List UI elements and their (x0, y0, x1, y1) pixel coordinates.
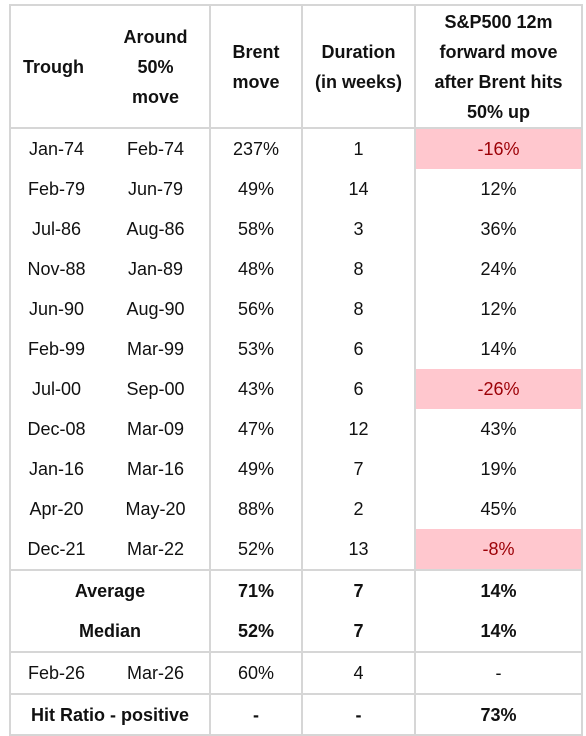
table-row: Dec-21 Mar-22 52% 13 -8% (9, 529, 583, 571)
header-trough: Trough (9, 4, 102, 129)
cell-brent: 237% (210, 128, 303, 169)
cell-sp500: -26% (415, 369, 583, 409)
table-row: Jan-16 Mar-16 49% 7 19% (9, 449, 583, 489)
table-row: Jul-86 Aug-86 58% 3 36% (9, 209, 583, 249)
cell-duration: 14 (302, 169, 416, 209)
table-row: Jul-00 Sep-00 43% 6 -26% (9, 369, 583, 409)
cell-trough: Jul-00 (9, 369, 102, 409)
cell-duration: 4 (302, 652, 416, 695)
table-body-hit-ratio: Hit Ratio - positive - - 73% (9, 694, 583, 736)
table-body-episodes: Jan-74 Feb-74 237% 1 -16% Feb-79 Jun-79 49% 14 12… (9, 128, 583, 571)
summary-brent: 71% (210, 570, 303, 611)
table-row-hit-ratio: Hit Ratio - positive - - 73% (9, 694, 583, 736)
cell-around: Jun-79 (102, 169, 211, 209)
cell-duration: 1 (302, 128, 416, 169)
cell-around: May-20 (102, 489, 211, 529)
table-row: Dec-08 Mar-09 47% 12 43% (9, 409, 583, 449)
cell-duration: 2 (302, 489, 416, 529)
cell-around: Sep-00 (102, 369, 211, 409)
cell-brent: 56% (210, 289, 303, 329)
cell-around: Mar-99 (102, 329, 211, 369)
summary-duration: 7 (302, 570, 416, 611)
cell-brent: 47% (210, 409, 303, 449)
table-row: Jun-90 Aug-90 56% 8 12% (9, 289, 583, 329)
cell-around: Jan-89 (102, 249, 211, 289)
cell-sp500: 12% (415, 169, 583, 209)
hit-ratio-brent: - (210, 694, 303, 736)
cell-duration: 6 (302, 369, 416, 409)
hit-ratio-sp500: 73% (415, 694, 583, 736)
table-row: Feb-79 Jun-79 49% 14 12% (9, 169, 583, 209)
summary-label: Average (9, 570, 211, 611)
header-brent-move: Brent move (210, 4, 303, 129)
cell-duration: 6 (302, 329, 416, 369)
table-row-summary: Average 71% 7 14% (9, 570, 583, 611)
cell-sp500: 19% (415, 449, 583, 489)
summary-sp500: 14% (415, 611, 583, 653)
cell-sp500: 43% (415, 409, 583, 449)
cell-around: Mar-09 (102, 409, 211, 449)
cell-trough: Nov-88 (9, 249, 102, 289)
cell-brent: 53% (210, 329, 303, 369)
cell-around: Mar-26 (102, 652, 211, 695)
table-header: Trough Around 50% move Brent move Durati… (9, 4, 583, 129)
summary-duration: 7 (302, 611, 416, 653)
table-row-summary: Median 52% 7 14% (9, 611, 583, 653)
cell-duration: 12 (302, 409, 416, 449)
cell-duration: 8 (302, 289, 416, 329)
cell-brent: 49% (210, 169, 303, 209)
cell-around: Aug-90 (102, 289, 211, 329)
cell-sp500: 14% (415, 329, 583, 369)
cell-brent: 60% (210, 652, 303, 695)
cell-trough: Feb-26 (9, 652, 102, 695)
table-body-summary: Average 71% 7 14% Median 52% 7 14% (9, 570, 583, 653)
cell-trough: Feb-99 (9, 329, 102, 369)
cell-brent: 48% (210, 249, 303, 289)
cell-trough: Feb-79 (9, 169, 102, 209)
table-body-current: Feb-26 Mar-26 60% 4 - (9, 652, 583, 695)
cell-sp500: -8% (415, 529, 583, 571)
cell-duration: 3 (302, 209, 416, 249)
cell-duration: 7 (302, 449, 416, 489)
cell-sp500: 45% (415, 489, 583, 529)
cell-trough: Dec-21 (9, 529, 102, 571)
cell-duration: 8 (302, 249, 416, 289)
cell-around: Feb-74 (102, 128, 211, 169)
header-sp500-forward-move: S&P500 12m forward move after Brent hits… (415, 4, 583, 129)
cell-sp500: 12% (415, 289, 583, 329)
table-row: Nov-88 Jan-89 48% 8 24% (9, 249, 583, 289)
table-row: Apr-20 May-20 88% 2 45% (9, 489, 583, 529)
summary-label: Median (9, 611, 211, 653)
table-row: Feb-99 Mar-99 53% 6 14% (9, 329, 583, 369)
hit-ratio-label: Hit Ratio - positive (9, 694, 211, 736)
cell-trough: Jan-74 (9, 128, 102, 169)
cell-sp500: 36% (415, 209, 583, 249)
cell-brent: 49% (210, 449, 303, 489)
brent-sp500-table: Trough Around 50% move Brent move Durati… (9, 4, 583, 736)
hit-ratio-duration: - (302, 694, 416, 736)
table-row-current: Feb-26 Mar-26 60% 4 - (9, 652, 583, 695)
cell-around: Mar-22 (102, 529, 211, 571)
cell-trough: Dec-08 (9, 409, 102, 449)
cell-trough: Jan-16 (9, 449, 102, 489)
cell-duration: 13 (302, 529, 416, 571)
cell-brent: 52% (210, 529, 303, 571)
cell-brent: 88% (210, 489, 303, 529)
cell-sp500: 24% (415, 249, 583, 289)
table-row: Jan-74 Feb-74 237% 1 -16% (9, 128, 583, 169)
cell-trough: Jul-86 (9, 209, 102, 249)
cell-sp500: -16% (415, 128, 583, 169)
cell-trough: Apr-20 (9, 489, 102, 529)
cell-brent: 43% (210, 369, 303, 409)
cell-around: Aug-86 (102, 209, 211, 249)
header-around-50-move: Around 50% move (102, 4, 211, 129)
cell-brent: 58% (210, 209, 303, 249)
cell-sp500: - (415, 652, 583, 695)
cell-around: Mar-16 (102, 449, 211, 489)
header-duration: Duration (in weeks) (302, 4, 416, 129)
summary-sp500: 14% (415, 570, 583, 611)
summary-brent: 52% (210, 611, 303, 653)
cell-trough: Jun-90 (9, 289, 102, 329)
